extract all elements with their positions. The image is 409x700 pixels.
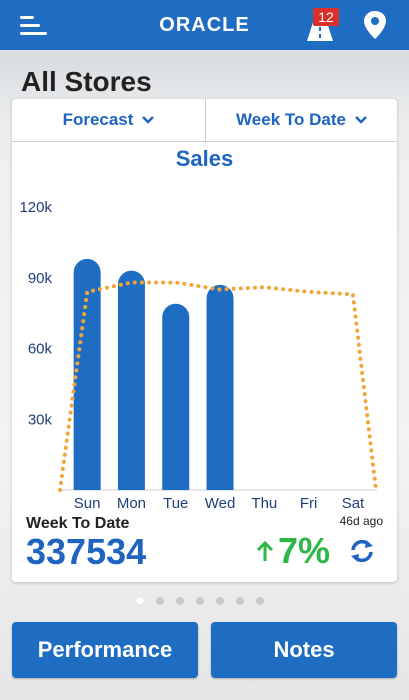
arrow-up-icon (256, 540, 274, 561)
chevron-down-icon (355, 116, 367, 124)
page-dot[interactable] (136, 597, 144, 605)
week-to-date-value: 337534 (26, 531, 147, 572)
page-dot[interactable] (176, 597, 184, 605)
page-indicator (136, 597, 276, 605)
y-tick-label: 60k (28, 341, 53, 358)
x-tick-label: Tue (163, 495, 188, 509)
chart-title: Sales (175, 146, 234, 171)
bar-tue (162, 303, 190, 490)
menu-icon[interactable] (20, 15, 48, 37)
x-tick-label: Thu (251, 495, 277, 509)
y-tick-label: 90k (28, 270, 53, 287)
last-updated: 46d ago (339, 514, 383, 528)
change-indicator: 7% (256, 530, 331, 571)
period-dropdown-label: Week To Date (236, 110, 346, 129)
location-pin-icon[interactable] (362, 10, 388, 40)
x-tick-label: Fri (300, 495, 318, 509)
page-dot[interactable] (216, 597, 224, 605)
x-tick-label: Sun (74, 495, 101, 509)
page-dot[interactable] (236, 597, 244, 605)
period-dropdown[interactable]: Week To Date (206, 99, 397, 141)
top-bar: ORACLE 12 (0, 0, 409, 50)
forecast-line (58, 280, 378, 492)
y-tick-label: 120k (19, 199, 52, 216)
performance-button[interactable]: Performance (12, 622, 198, 678)
x-tick-label: Sat (342, 495, 365, 509)
change-percent: 7% (278, 530, 331, 571)
sales-chart: 120k 90k 60k 30k Sun Mon Tue Wed Thu Fri Sat (19, 199, 378, 509)
alert-count-badge: 12 (313, 8, 339, 26)
sales-card: Forecast Week To Date Sales 120k 90k 60k 30… (12, 99, 397, 582)
dropdown-bottom-line (12, 141, 397, 142)
page-dot[interactable] (256, 597, 264, 605)
x-tick-label: Wed (205, 495, 236, 509)
forecast-dropdown[interactable]: Forecast (12, 99, 205, 141)
bar-mon (117, 270, 145, 490)
page-dot[interactable] (156, 597, 164, 605)
chevron-down-icon (142, 116, 155, 124)
dropdown-divider (205, 99, 206, 141)
oracle-logo: ORACLE (159, 14, 250, 36)
week-to-date-label: Week To Date (26, 515, 130, 532)
bar-sun (73, 258, 101, 490)
x-tick-label: Mon (117, 495, 146, 509)
page-dot[interactable] (196, 597, 204, 605)
refresh-icon[interactable] (348, 537, 376, 565)
bar-wed (206, 284, 234, 490)
y-tick-label: 30k (28, 411, 53, 428)
page-title: All Stores (21, 66, 152, 97)
notes-button[interactable]: Notes (211, 622, 397, 678)
forecast-dropdown-label: Forecast (62, 110, 134, 129)
